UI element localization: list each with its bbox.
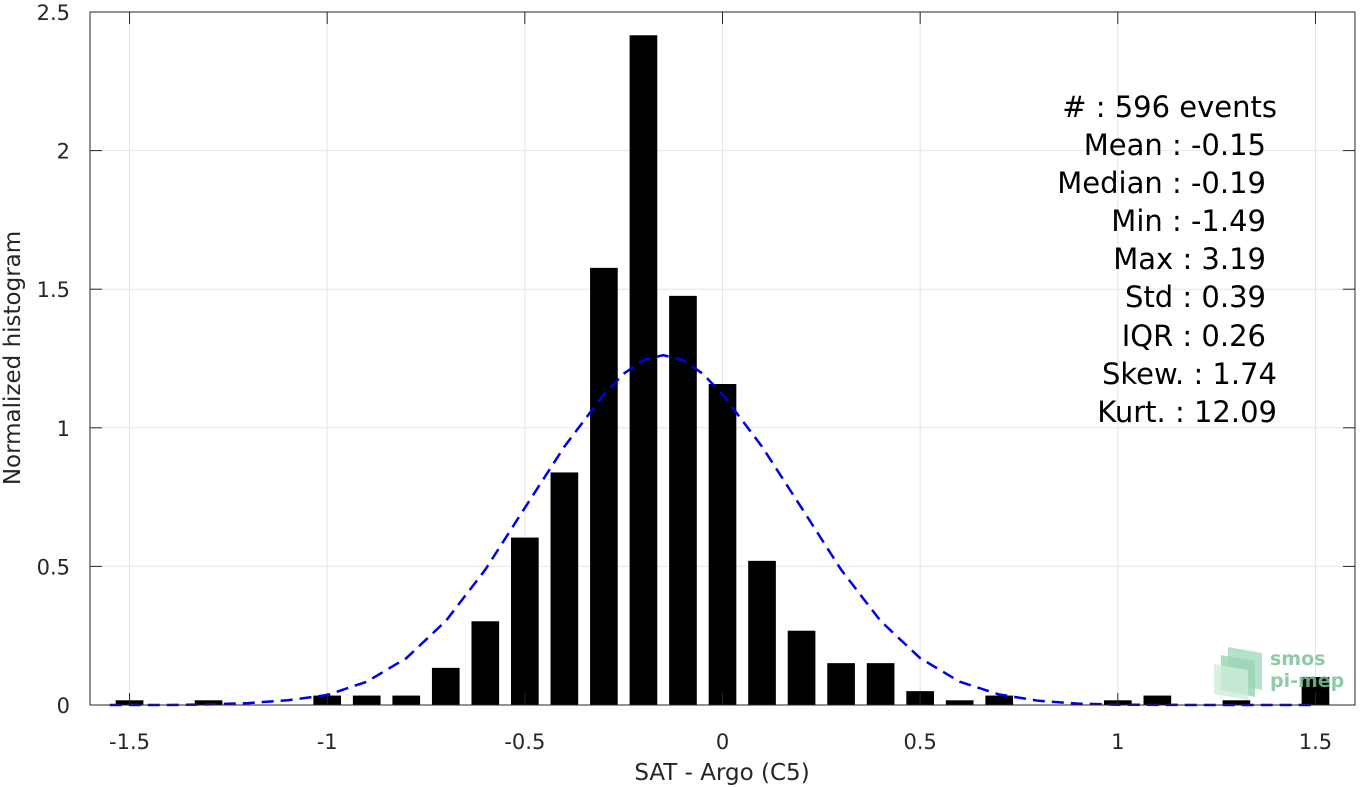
x-tick-label: 1.5 — [1299, 730, 1332, 754]
histogram-bar — [590, 267, 618, 705]
histogram-bar — [1222, 700, 1251, 705]
histogram-bar — [194, 700, 223, 705]
logo-mark-icon — [1214, 647, 1262, 700]
histogram-bar — [945, 700, 974, 705]
x-tick-label: 0.5 — [903, 730, 936, 754]
stats-std: Std : 0.39 — [1125, 280, 1266, 314]
histogram-bar — [669, 295, 697, 705]
x-tick-label: -1 — [317, 730, 338, 754]
x-tick-labels: -1.5 -1 -0.5 0 0.5 1 1.5 — [109, 730, 1332, 754]
y-tick-label: 2.5 — [37, 1, 70, 25]
histogram-bar — [748, 560, 776, 705]
bars — [115, 35, 1330, 706]
x-tick-label: 0 — [716, 730, 729, 754]
histogram-bar — [550, 472, 579, 705]
y-axis-label: Normalized histogram — [0, 231, 26, 485]
histogram-bar — [511, 537, 539, 705]
x-tick-label: -0.5 — [504, 730, 545, 754]
histogram-bar — [708, 384, 737, 705]
histogram-bar — [827, 663, 855, 705]
stats-iqr: IQR : 0.26 — [1122, 319, 1266, 353]
y-tick-label: 0 — [57, 694, 70, 718]
logo-text-pimep: pi-mep — [1270, 670, 1344, 692]
histogram-bar — [471, 621, 500, 705]
stats-count: # : 596 events — [1062, 90, 1277, 124]
histogram-bar — [629, 35, 658, 706]
stats-median: Median : -0.19 — [1057, 166, 1266, 200]
logo-text-smos: smos — [1270, 648, 1325, 670]
y-tick-label: 2 — [57, 140, 70, 164]
x-tick-label: 1 — [1111, 730, 1124, 754]
y-tick-label: 0.5 — [37, 555, 70, 579]
x-axis-label: SAT - Argo (C5) — [634, 760, 809, 786]
histogram-bar — [787, 630, 816, 705]
stats-mean: Mean : -0.15 — [1084, 128, 1266, 162]
y-tick-label: 1 — [57, 417, 70, 441]
stats-min: Min : -1.49 — [1111, 204, 1266, 238]
stats-kurt: Kurt. : 12.09 — [1097, 395, 1277, 429]
histogram-bar — [985, 695, 1014, 705]
smos-pimep-logo: smos pi-mep — [1214, 647, 1344, 700]
histogram-bar — [866, 663, 895, 705]
histogram-bar — [392, 695, 421, 705]
stats-skew: Skew. : 1.74 — [1102, 357, 1277, 391]
stats-max: Max : 3.19 — [1113, 242, 1266, 276]
x-tick-label: -1.5 — [109, 730, 150, 754]
y-tick-label: 1.5 — [37, 278, 70, 302]
histogram-bar — [1143, 695, 1172, 705]
histogram-bar — [431, 667, 460, 705]
y-tick-labels: 0 0.5 1 1.5 2 2.5 — [37, 1, 70, 718]
histogram-bar — [352, 695, 381, 705]
stats-annotation: # : 596 events Mean : -0.15 Median : -0.… — [1057, 90, 1277, 429]
axis-ticks — [90, 11, 1355, 706]
